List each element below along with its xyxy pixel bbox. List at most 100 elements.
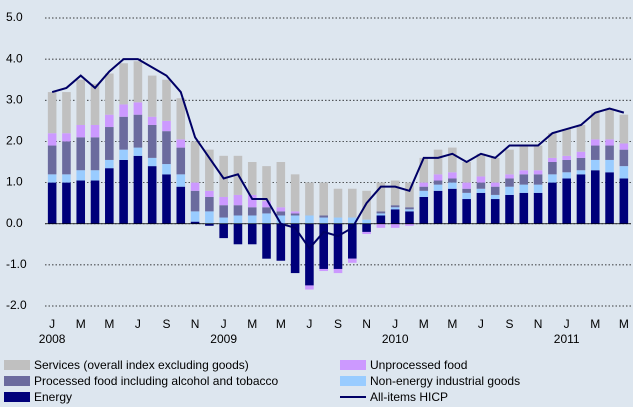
bar-segment	[119, 159, 128, 224]
bar-segment	[448, 188, 457, 224]
bar-segment	[448, 172, 457, 179]
bar-segment	[233, 194, 243, 206]
bar-segment	[519, 145, 529, 171]
x-tick-label: N	[534, 317, 543, 331]
bar-segment	[419, 196, 429, 224]
bar-segment	[290, 223, 300, 274]
bar-segment	[219, 223, 228, 239]
bar-segment	[619, 166, 629, 179]
bar-segment	[233, 223, 243, 245]
bar-segment	[505, 178, 514, 187]
bar-segment	[262, 223, 271, 259]
bar-segment	[76, 137, 86, 171]
bar-segment	[362, 219, 371, 224]
legend-label: Non-energy industrial goods	[370, 374, 520, 388]
bar-segment	[576, 124, 586, 152]
x-tick-label: M	[104, 317, 114, 331]
x-tick-label: M	[76, 317, 86, 331]
bar-segment	[190, 182, 200, 191]
bar-segment	[505, 186, 514, 195]
bar-segment	[462, 162, 471, 183]
x-group-label: 2009	[210, 332, 237, 346]
bar-segment	[276, 223, 286, 261]
bar-segment	[290, 213, 300, 216]
bar-segment	[105, 73, 114, 115]
bar-segment	[47, 145, 57, 175]
bar-segment	[47, 92, 57, 134]
legend-swatch	[4, 376, 30, 386]
bar-segment	[433, 174, 443, 181]
bar-segment	[333, 268, 343, 274]
y-tick-label: 0.0	[6, 216, 23, 230]
bar-segment	[348, 258, 357, 263]
y-tick-label: -2.0	[6, 298, 27, 312]
bar-segment	[205, 149, 214, 191]
bar-segment	[319, 215, 328, 218]
bar-segment	[176, 139, 186, 148]
bar-segment	[105, 127, 114, 160]
bar-segment	[605, 139, 614, 146]
legend-label: Services (overall index excluding goods)	[34, 358, 249, 372]
bar-segment	[448, 178, 457, 183]
bar-segment	[205, 190, 214, 197]
bar-segment	[119, 149, 128, 160]
bar-segment	[105, 114, 114, 128]
bar-segment	[119, 116, 128, 150]
bar-segment	[90, 170, 100, 181]
bar-segment	[476, 182, 486, 189]
legend-swatch	[4, 360, 30, 370]
bar-segment	[562, 159, 571, 173]
bar-segment	[290, 174, 300, 212]
bar-segment	[176, 147, 186, 175]
x-group-label: 2010	[382, 332, 409, 346]
bar-segment	[262, 213, 271, 224]
bar-segment	[105, 159, 114, 169]
x-tick-label: S	[334, 317, 342, 331]
bar-segment	[147, 166, 157, 224]
bar-segment	[548, 174, 557, 183]
bar-segment	[462, 188, 471, 193]
bar-segment	[605, 145, 614, 160]
bar-segment	[290, 215, 300, 224]
bar-segment	[533, 184, 543, 193]
x-tick-label: M	[619, 317, 629, 331]
bar-segment	[190, 211, 200, 222]
bar-segment	[176, 98, 186, 140]
bar-segment	[262, 207, 271, 214]
bar-segment	[62, 182, 71, 224]
bar-segment	[548, 162, 557, 175]
x-tick-label: J	[478, 317, 484, 331]
bar-segment	[62, 141, 71, 175]
bar-segment	[190, 141, 200, 183]
bar-segment	[519, 184, 529, 193]
bar-segment	[90, 124, 100, 138]
bar-segment	[605, 159, 614, 173]
x-tick-label: J	[135, 317, 141, 331]
bar-segment	[576, 151, 586, 158]
bar-segment	[247, 215, 257, 224]
bar-segment	[305, 223, 314, 286]
bar-segment	[76, 170, 86, 181]
bar-segment	[147, 124, 157, 158]
bar-segment	[47, 133, 57, 146]
bar-segment	[348, 188, 357, 218]
bar-segment	[119, 104, 128, 117]
bar-segment	[605, 108, 614, 140]
bar-segment	[619, 143, 629, 150]
bar-segment	[419, 157, 429, 183]
bar-segment	[476, 188, 486, 193]
bar-segment	[548, 157, 557, 162]
bar-segment	[62, 133, 71, 142]
bar-segment	[276, 215, 286, 224]
bar-segment	[319, 182, 328, 216]
x-tick-label: J	[221, 317, 227, 331]
bar-segment	[548, 182, 557, 224]
bar-segment	[519, 192, 529, 224]
bar-segment	[162, 174, 171, 224]
bar-segment	[490, 186, 500, 195]
bar-segment	[462, 199, 471, 224]
bar-segment	[490, 199, 500, 224]
bar-segment	[590, 112, 600, 140]
legend-swatch	[340, 376, 366, 386]
